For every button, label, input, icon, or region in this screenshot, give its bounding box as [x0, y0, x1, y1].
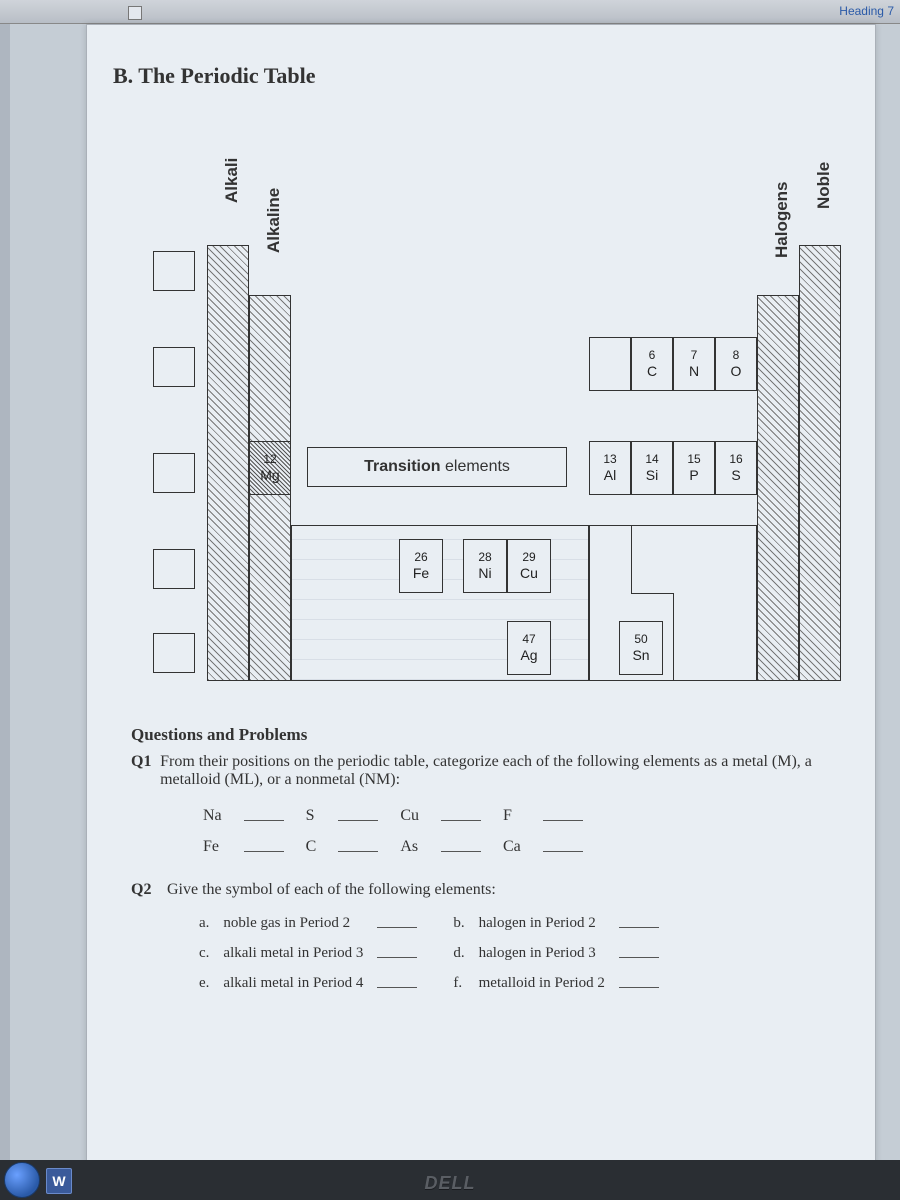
cell-cu: 29 Cu — [507, 539, 551, 593]
cell-al: 13 Al — [589, 441, 631, 495]
q2e: alkali metal in Period 4 — [217, 969, 369, 997]
blank[interactable] — [244, 805, 284, 821]
cell-o: 8 O — [715, 337, 757, 391]
heading-style-link[interactable]: Heading 7 — [839, 4, 894, 18]
qp-heading: Questions and Problems — [131, 725, 835, 745]
cell-fe: 26 Fe — [399, 539, 443, 593]
label-noble: Noble — [814, 135, 834, 235]
blank[interactable] — [441, 836, 481, 852]
q2a: noble gas in Period 2 — [217, 909, 369, 937]
blank[interactable] — [338, 836, 378, 852]
section-title: B. The Periodic Table — [113, 63, 316, 89]
stair-1 — [631, 525, 632, 593]
blank[interactable] — [377, 973, 417, 988]
blank[interactable] — [441, 805, 481, 821]
q2f-l: f. — [447, 969, 470, 997]
blank[interactable] — [377, 943, 417, 958]
periodic-table: Alkali Alkaline Halogens Noble 1 2 3 4 5… — [127, 125, 847, 695]
dell-logo: DELL — [425, 1173, 476, 1194]
alkali-column — [207, 245, 249, 681]
q1-ca: Ca — [493, 832, 531, 861]
q2-row: Q2 Give the symbol of each of the follow… — [131, 881, 835, 899]
transition-label-box: Transition elements — [307, 447, 567, 487]
period-box-2 — [153, 347, 195, 387]
window-left-edge — [0, 0, 10, 1200]
label-halogens: Halogens — [772, 155, 792, 285]
q2-text: Give the symbol of each of the following… — [167, 881, 496, 899]
q2a-l: a. — [193, 909, 215, 937]
cell-c: 6 C — [631, 337, 673, 391]
period-box-1 — [153, 251, 195, 291]
blank[interactable] — [244, 836, 284, 852]
cell-n: 7 N — [673, 337, 715, 391]
ribbon-toggle-icon[interactable] — [128, 6, 142, 20]
q2c: alkali metal in Period 3 — [217, 939, 369, 967]
blank[interactable] — [619, 973, 659, 988]
noble-column — [799, 245, 841, 681]
q1-c: C — [296, 832, 327, 861]
q2e-l: e. — [193, 969, 215, 997]
cell-ag: 47 Ag — [507, 621, 551, 675]
q2c-l: c. — [193, 939, 215, 967]
q2-answer-table: a. noble gas in Period 2 b. halogen in P… — [191, 907, 667, 999]
label-alkaline: Alkaline — [264, 155, 284, 285]
questions-section: Questions and Problems Q1 From their pos… — [131, 725, 835, 999]
blank[interactable] — [377, 913, 417, 928]
q2-num: Q2 — [131, 881, 159, 899]
period-box-3 — [153, 453, 195, 493]
blank[interactable] — [619, 913, 659, 928]
label-alkali: Alkali — [222, 125, 242, 235]
period-box-5 — [153, 633, 195, 673]
q2b-l: b. — [447, 909, 470, 937]
q1-row: Q1 From their positions on the periodic … — [131, 753, 835, 789]
q2d-l: d. — [447, 939, 470, 967]
blank[interactable] — [543, 805, 583, 821]
blank[interactable] — [543, 836, 583, 852]
q1-num: Q1 — [131, 753, 152, 789]
q1-as: As — [390, 832, 429, 861]
q2d: halogen in Period 3 — [473, 939, 611, 967]
q1-text: From their positions on the periodic tab… — [160, 753, 835, 789]
q2f: metalloid in Period 2 — [473, 969, 611, 997]
q2b: halogen in Period 2 — [473, 909, 611, 937]
q1-answer-table: Na S Cu F Fe C As Ca — [191, 799, 595, 863]
word-w: W — [52, 1173, 65, 1189]
q1-na: Na — [193, 801, 232, 830]
q1-fe: Fe — [193, 832, 232, 861]
cell-mg: 12 Mg — [249, 441, 291, 495]
stair-2 — [631, 593, 673, 594]
cell-si: 14 Si — [631, 441, 673, 495]
cell-s: 16 S — [715, 441, 757, 495]
document-page: B. The Periodic Table Alkali Alkaline Ha… — [86, 24, 876, 1174]
start-orb-icon[interactable] — [4, 1162, 40, 1198]
q1-f: F — [493, 801, 531, 830]
q1-cu: Cu — [390, 801, 429, 830]
halogens-column — [757, 295, 799, 681]
cell-p: 15 P — [673, 441, 715, 495]
period-box-4 — [153, 549, 195, 589]
word-taskbar-icon[interactable]: W — [46, 1168, 72, 1194]
blank[interactable] — [619, 943, 659, 958]
stair-3 — [673, 593, 674, 681]
blank[interactable] — [338, 805, 378, 821]
cell-ni: 28 Ni — [463, 539, 507, 593]
q1-s: S — [296, 801, 327, 830]
cell-b-empty — [589, 337, 631, 391]
